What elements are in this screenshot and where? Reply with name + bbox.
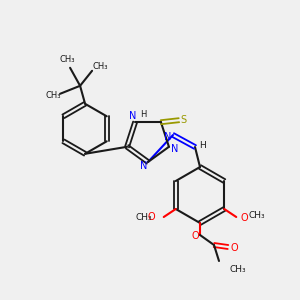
Text: H: H	[140, 110, 146, 119]
Text: CH₃: CH₃	[92, 62, 108, 71]
Text: N: N	[164, 132, 172, 142]
Text: O: O	[148, 212, 156, 222]
Text: S: S	[181, 115, 187, 125]
Text: CH₃: CH₃	[45, 91, 61, 100]
Text: CH₃: CH₃	[136, 212, 152, 221]
Text: CH₃: CH₃	[59, 55, 75, 64]
Text: H: H	[200, 140, 206, 149]
Text: O: O	[191, 231, 199, 241]
Text: N: N	[129, 111, 137, 121]
Text: CH₃: CH₃	[248, 212, 265, 220]
Text: N: N	[171, 144, 178, 154]
Text: CH₃: CH₃	[229, 265, 246, 274]
Text: N: N	[140, 161, 148, 171]
Text: O: O	[240, 213, 248, 223]
Text: O: O	[230, 243, 238, 253]
